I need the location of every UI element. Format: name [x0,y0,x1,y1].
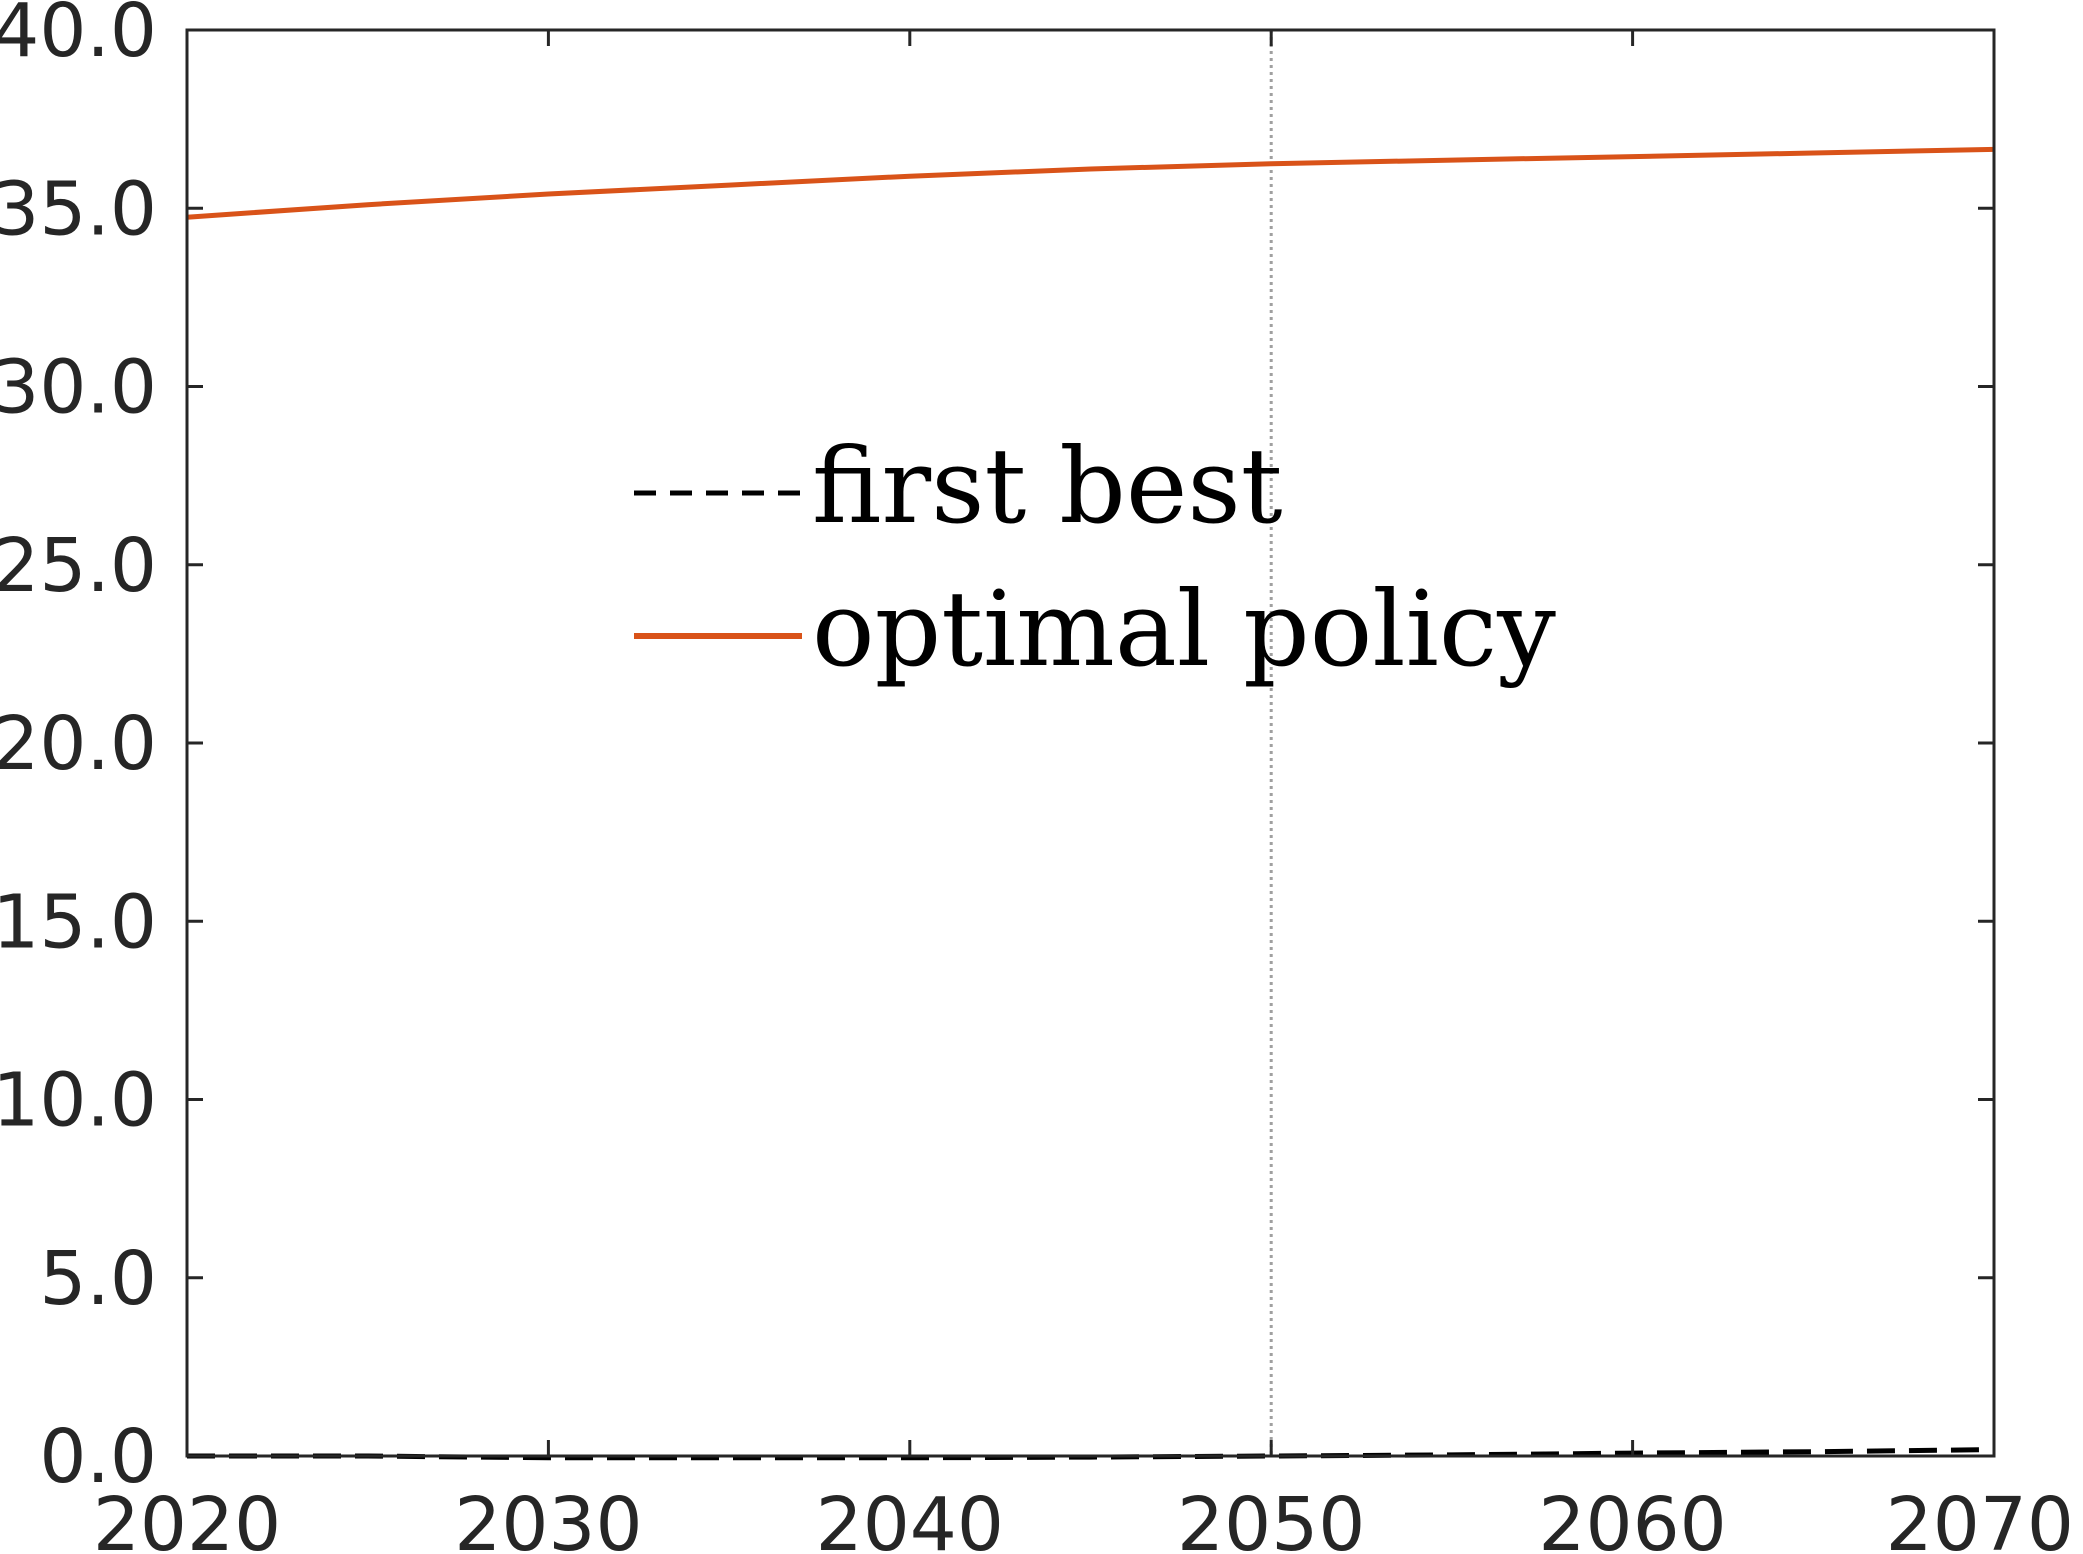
legend-label-first-best: first best [812,425,1283,547]
legend: first best optimal policy [634,425,1556,690]
y-tick-label: 10.0 [0,1058,157,1144]
x-tick-label: 2040 [816,1482,1004,1554]
y-tick-label: 0.0 [39,1414,157,1500]
legend-label-optimal-policy: optimal policy [812,568,1556,690]
x-tick-label: 2050 [1177,1482,1365,1554]
x-tick-label: 2070 [1886,1482,2074,1554]
y-tick-label: 20.0 [0,701,157,787]
x-tick-label: 2020 [93,1482,281,1554]
x-tick-label: 2030 [454,1482,642,1554]
y-tick-label: 30.0 [0,345,157,431]
x-tick-label: 2060 [1538,1482,1726,1554]
y-tick-label: 15.0 [0,879,157,965]
y-tick-label: 40.0 [0,0,157,74]
series-line-optimal-policy [186,146,1995,220]
y-tick-label: 5.0 [39,1236,157,1322]
y-tick-label: 35.0 [0,166,157,252]
y-tick-label: 25.0 [0,523,157,609]
